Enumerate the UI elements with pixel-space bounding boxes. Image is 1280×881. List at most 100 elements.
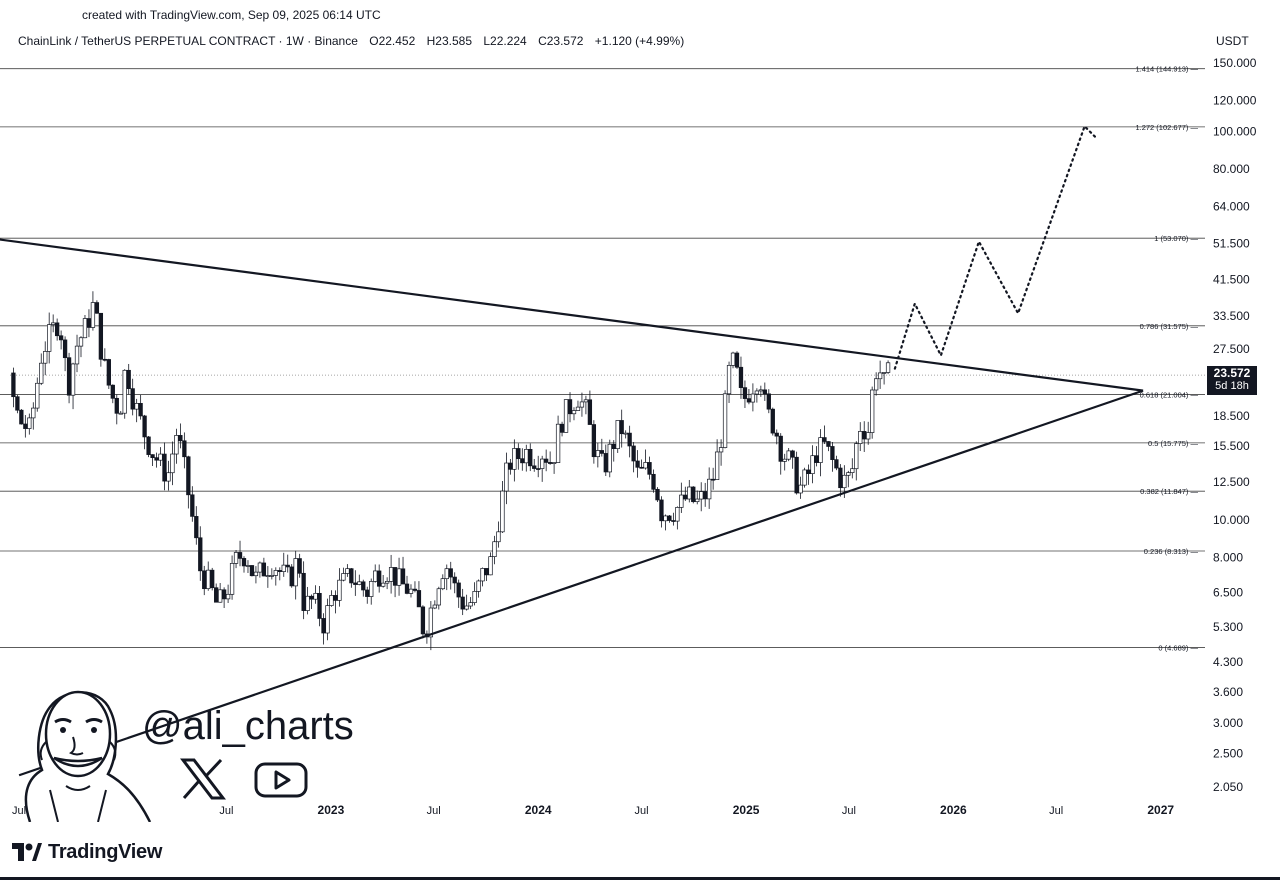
candle-down — [349, 568, 354, 584]
candle-down — [333, 595, 338, 601]
candle-up — [74, 345, 80, 365]
candle-down — [98, 312, 104, 360]
change-value: +1.120 (+4.99%) — [594, 34, 685, 48]
candle-up — [643, 462, 648, 469]
candle-up — [82, 318, 88, 339]
candle-up — [436, 588, 441, 606]
tradingview-brand[interactable]: TradingView — [12, 840, 162, 864]
y-tick-label: 3.600 — [1213, 685, 1243, 699]
candle-up — [273, 570, 278, 576]
fib-level-label: 0.786 (31.575) — — [1140, 322, 1199, 331]
x-axis: Jul2022Jul2023Jul2024Jul2025Jul2026Jul20… — [12, 803, 1174, 817]
candle-down — [647, 462, 652, 475]
candle-down — [146, 436, 151, 455]
candle-down — [361, 581, 366, 591]
fib-level-label: 0.382 (11.847) — — [1140, 487, 1198, 496]
candle-down — [547, 462, 553, 464]
x-tick-label: 2026 — [940, 803, 967, 817]
candle-up — [90, 302, 96, 328]
candle-up — [579, 401, 585, 408]
candle-up — [31, 407, 36, 419]
candle-down — [110, 384, 115, 399]
candle-up — [858, 431, 863, 445]
candle-down — [830, 446, 835, 460]
candle-up — [134, 403, 139, 410]
candle-down — [186, 456, 191, 496]
candle-up — [512, 448, 517, 470]
y-tick-label: 27.500 — [1213, 342, 1250, 356]
candle-up — [524, 448, 529, 464]
candle-up — [428, 607, 434, 638]
candle-down — [106, 359, 111, 386]
fib-level-label: 0 (4.689) — — [1158, 644, 1198, 653]
youtube-icon[interactable] — [254, 762, 308, 798]
candle-down — [62, 339, 68, 359]
candle-down — [448, 568, 453, 578]
candle-up — [118, 412, 123, 415]
candle-up — [464, 605, 469, 610]
candle-up — [39, 362, 44, 384]
y-tick-label: 10.000 — [1213, 513, 1250, 527]
candle-up — [885, 362, 891, 373]
candle-up — [225, 593, 231, 600]
candle-down — [587, 399, 593, 425]
candle-up — [786, 450, 791, 460]
candle-up — [722, 393, 728, 448]
candle-down — [456, 582, 461, 598]
candle-down — [321, 618, 326, 634]
candle-up — [488, 556, 493, 576]
fib-level-label: 1.414 (144.913) — — [1135, 65, 1198, 74]
candle-down — [746, 398, 752, 403]
candle-up — [166, 472, 171, 482]
candle-down — [528, 448, 533, 467]
candle-up — [540, 458, 545, 469]
x-tick-label: Jul — [635, 805, 649, 817]
y-tick-label: 6.500 — [1213, 585, 1243, 599]
candle-down — [794, 456, 799, 494]
candle-up — [850, 468, 855, 473]
candle-down — [190, 494, 195, 517]
candle-up — [384, 581, 390, 584]
candle-down — [862, 431, 867, 440]
projection-path — [893, 124, 1098, 370]
candle-up — [369, 581, 374, 597]
high-value: H23.585 — [426, 34, 472, 48]
y-tick-label: 4.300 — [1213, 655, 1243, 669]
last-price-tag: 23.572 5d 18h — [1207, 366, 1257, 395]
candle-up — [269, 575, 274, 577]
candle-up — [583, 399, 589, 403]
candle-down — [377, 570, 382, 587]
x-logo-icon[interactable] — [180, 758, 226, 800]
y-tick-label: 2.500 — [1213, 747, 1243, 761]
candle-down — [130, 388, 135, 410]
bottom-border — [0, 877, 1280, 880]
symbol-title[interactable]: ChainLink / TetherUS PERPETUAL CONTRACT … — [18, 34, 358, 48]
fib-level-label: 0.618 (21.004) — — [1140, 391, 1199, 400]
candle-up — [707, 478, 712, 500]
candle-down — [822, 437, 827, 442]
candle-up — [866, 432, 871, 440]
candle-up — [551, 462, 557, 464]
candle-up — [170, 453, 175, 474]
y-tick-label: 80.000 — [1213, 162, 1250, 176]
candle-down — [770, 408, 775, 434]
fib-level-label: 1.272 (102.677) — — [1135, 123, 1198, 132]
candle-up — [810, 455, 815, 475]
candle-down — [297, 558, 302, 574]
triangle-pattern — [0, 238, 1144, 777]
candle-down — [778, 435, 783, 462]
candle-down — [567, 399, 573, 415]
candle-up — [70, 363, 76, 396]
fib-level-label: 1 (53.070) — — [1154, 234, 1198, 243]
candle-down — [301, 572, 306, 611]
candle-up — [818, 437, 823, 463]
candle-up — [695, 498, 700, 503]
candle-down — [619, 420, 624, 435]
y-tick-label: 51.500 — [1213, 236, 1250, 250]
candle-up — [233, 552, 239, 564]
candle-up — [373, 570, 378, 582]
candle-up — [500, 490, 505, 533]
candle-down — [138, 403, 143, 417]
candle-up — [555, 423, 561, 463]
